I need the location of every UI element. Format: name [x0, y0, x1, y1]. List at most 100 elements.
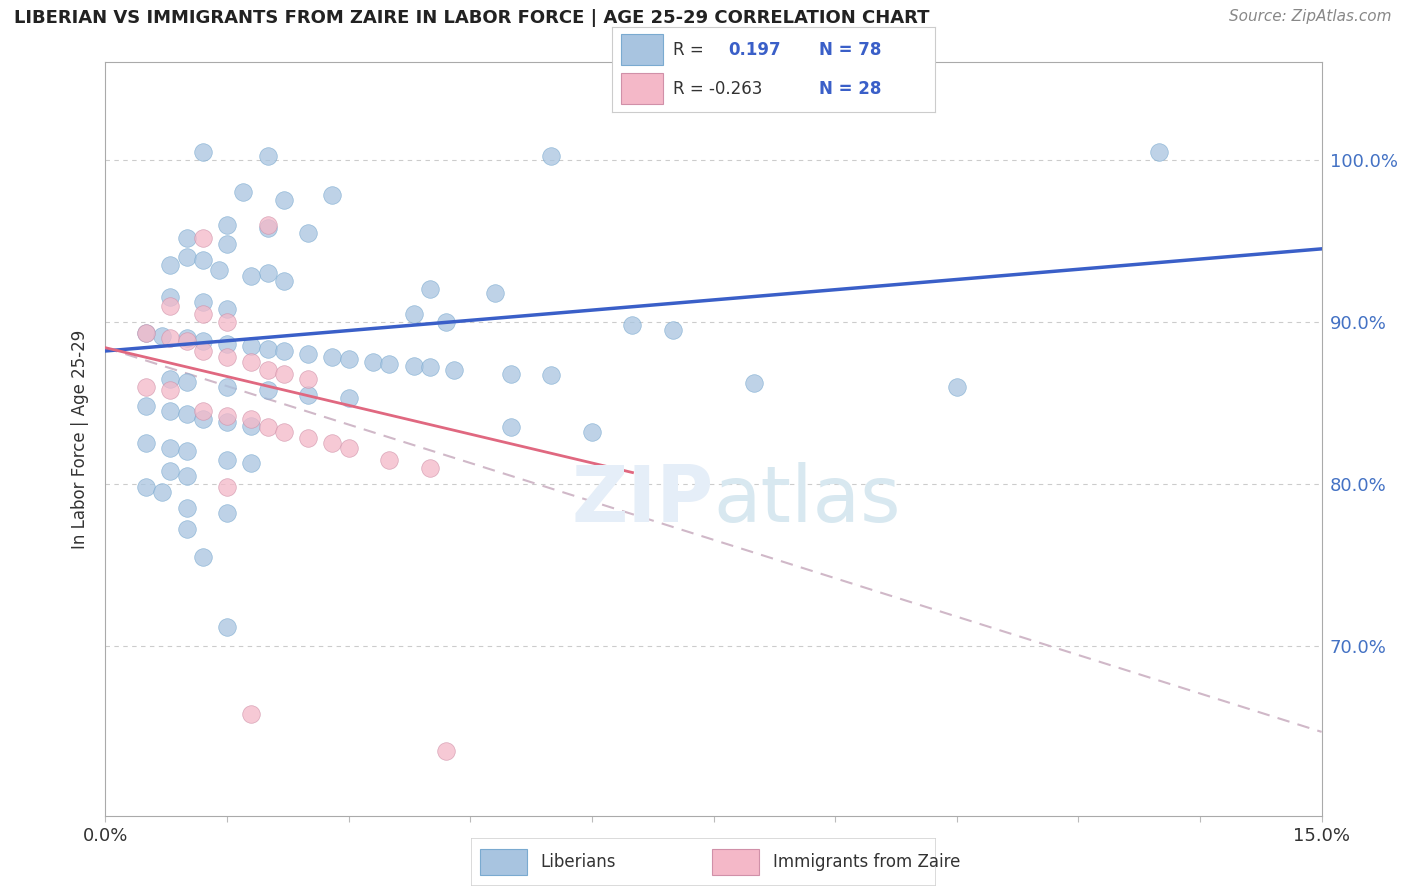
- Point: [176, 230, 198, 244]
- Point: [419, 360, 441, 375]
- Point: [256, 220, 278, 235]
- Point: [217, 379, 239, 393]
- Point: [159, 441, 181, 455]
- Point: [256, 420, 278, 434]
- Point: [256, 266, 278, 280]
- Point: [159, 371, 181, 385]
- Point: [273, 343, 295, 358]
- Point: [159, 299, 181, 313]
- Point: [337, 441, 360, 455]
- Point: [256, 383, 278, 397]
- Bar: [713, 849, 759, 875]
- Point: [321, 188, 343, 202]
- Point: [217, 237, 239, 252]
- Point: [1149, 145, 1171, 159]
- Point: [150, 329, 173, 343]
- Text: atlas: atlas: [713, 461, 901, 538]
- Point: [191, 307, 214, 321]
- Point: [217, 619, 239, 633]
- Point: [581, 425, 603, 439]
- Point: [217, 409, 239, 423]
- Bar: [621, 35, 664, 65]
- Point: [434, 744, 457, 758]
- Point: [297, 371, 319, 385]
- Point: [273, 193, 295, 207]
- Point: [742, 376, 765, 391]
- Point: [159, 404, 181, 418]
- Point: [135, 399, 157, 413]
- Text: ZIP: ZIP: [571, 461, 713, 538]
- Text: 0.197: 0.197: [728, 41, 780, 59]
- Text: Source: ZipAtlas.com: Source: ZipAtlas.com: [1229, 9, 1392, 24]
- Point: [176, 501, 198, 516]
- Point: [337, 352, 360, 367]
- Point: [135, 379, 157, 393]
- Point: [540, 149, 562, 163]
- Point: [135, 436, 157, 450]
- Point: [361, 355, 384, 369]
- Point: [499, 420, 522, 434]
- Bar: [481, 849, 527, 875]
- Point: [499, 367, 522, 381]
- Point: [297, 226, 319, 240]
- Text: N = 78: N = 78: [818, 41, 882, 59]
- Point: [208, 263, 231, 277]
- Text: Immigrants from Zaire: Immigrants from Zaire: [773, 853, 960, 871]
- Point: [217, 415, 239, 429]
- Point: [945, 379, 967, 393]
- Point: [217, 337, 239, 351]
- Point: [217, 315, 239, 329]
- Point: [176, 334, 198, 349]
- Point: [297, 432, 319, 446]
- Point: [337, 391, 360, 405]
- Point: [217, 301, 239, 316]
- Point: [419, 460, 441, 475]
- Point: [191, 412, 214, 426]
- Text: R = -0.263: R = -0.263: [673, 79, 762, 97]
- Point: [273, 367, 295, 381]
- Point: [321, 351, 343, 365]
- Y-axis label: In Labor Force | Age 25-29: In Labor Force | Age 25-29: [72, 330, 90, 549]
- Point: [321, 436, 343, 450]
- Point: [191, 230, 214, 244]
- Point: [159, 331, 181, 345]
- Point: [217, 506, 239, 520]
- Point: [176, 331, 198, 345]
- Point: [240, 269, 263, 284]
- Point: [159, 258, 181, 272]
- Point: [256, 218, 278, 232]
- Point: [240, 412, 263, 426]
- Point: [176, 444, 198, 458]
- Point: [176, 407, 198, 421]
- Point: [297, 388, 319, 402]
- Point: [540, 368, 562, 383]
- Point: [217, 218, 239, 232]
- Text: N = 28: N = 28: [818, 79, 882, 97]
- Point: [176, 375, 198, 389]
- Point: [240, 707, 263, 722]
- Point: [217, 351, 239, 365]
- Point: [662, 323, 685, 337]
- Point: [273, 425, 295, 439]
- Point: [191, 334, 214, 349]
- Point: [402, 307, 425, 321]
- Point: [135, 480, 157, 494]
- Point: [191, 343, 214, 358]
- Point: [191, 549, 214, 564]
- Point: [240, 339, 263, 353]
- Point: [621, 318, 644, 332]
- Point: [191, 145, 214, 159]
- Point: [378, 357, 401, 371]
- Point: [256, 343, 278, 357]
- Text: Liberians: Liberians: [541, 853, 616, 871]
- Point: [443, 363, 465, 377]
- Point: [191, 253, 214, 268]
- Point: [273, 274, 295, 288]
- Point: [135, 326, 157, 340]
- Point: [232, 185, 254, 199]
- Point: [150, 485, 173, 500]
- Point: [256, 363, 278, 377]
- Point: [378, 452, 401, 467]
- Point: [240, 456, 263, 470]
- Point: [159, 290, 181, 304]
